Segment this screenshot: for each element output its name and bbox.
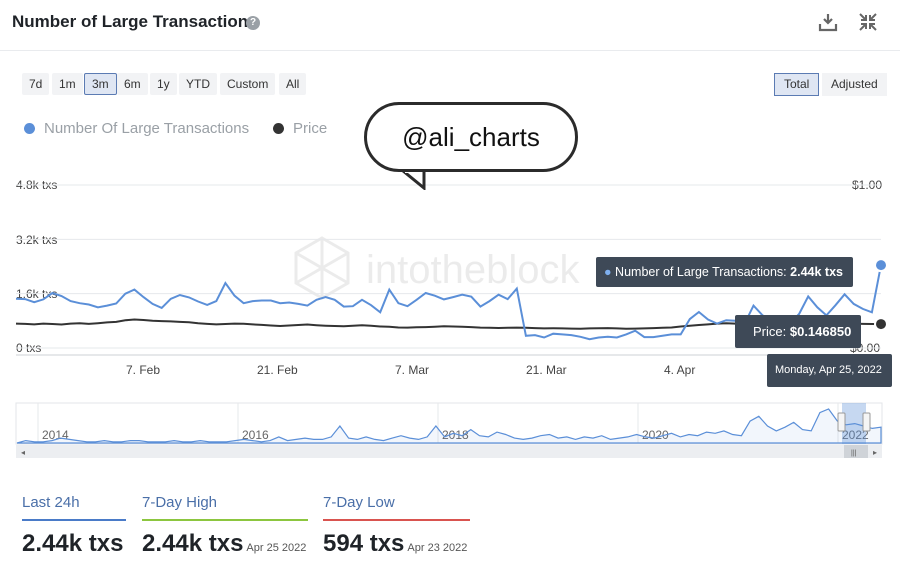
tooltip-series1-label: Number of Large Transactions:: [615, 265, 787, 279]
tooltip-date: Monday, Apr 25, 2022: [767, 354, 892, 387]
stat-date: Apr 25 2022: [246, 542, 307, 554]
navigator-year-label: 2016: [242, 428, 269, 442]
tooltip-series2-label: Price:: [753, 324, 787, 339]
y-tick-label: 3.2k txs: [16, 233, 58, 247]
stat-date: Apr 23 2022: [407, 542, 468, 554]
mode-total-button[interactable]: Total: [774, 73, 820, 96]
range-3m-button[interactable]: 3m: [84, 73, 117, 95]
navigator-year-label: 2020: [642, 428, 669, 442]
legend-dot-blue: [24, 123, 35, 134]
stat-value-text: 2.44k txs: [22, 530, 124, 557]
navigator-year-labels: 20142016201820202022: [42, 428, 869, 442]
range-1y-button[interactable]: 1y: [150, 73, 177, 95]
x-tick-label: 21. Mar: [526, 363, 567, 377]
grid: [16, 184, 881, 356]
navigator-frame: [15, 402, 883, 445]
navigator-year-label: 2022: [842, 428, 869, 442]
scroll-grip-icon: |||: [851, 450, 857, 457]
tooltip-large-tx: ● Number of Large Transactions: 2.44k tx…: [596, 257, 853, 287]
stat-value-text: 594 txs: [323, 530, 405, 557]
stat-7day-high-label: 7-Day High: [142, 494, 218, 511]
stat-7day-low-bar: [323, 519, 470, 521]
x-tick-label: 7. Feb: [126, 363, 161, 377]
scroll-right-icon[interactable]: ▸: [873, 448, 877, 457]
legend-item-price[interactable]: Price: [273, 120, 327, 137]
mode-adjusted-button[interactable]: Adjusted: [822, 73, 887, 96]
range-ytd-button[interactable]: YTD: [179, 73, 217, 95]
page-title: Number of Large Transactions: [12, 12, 258, 31]
legend-label: Price: [293, 120, 328, 137]
stat-last24h-label: Last 24h: [22, 494, 80, 511]
stat-last24h-value: 2.44k txs: [22, 530, 123, 558]
range-custom-button[interactable]: Custom: [220, 73, 276, 95]
range-7d-button[interactable]: 7d: [22, 73, 50, 95]
price-hover-marker: [874, 317, 888, 332]
tooltip-dot: ●: [604, 265, 612, 279]
watermark-text: intotheblock: [366, 248, 580, 292]
legend-item-large-transactions[interactable]: Number Of Large Transactions: [24, 120, 249, 137]
tooltip-price: Price: $0.146850: [735, 315, 862, 348]
x-tick-label: 21. Feb: [257, 363, 298, 377]
navigator-handle-right[interactable]: [862, 412, 871, 432]
annotation-bubble: @ali_charts: [364, 102, 578, 172]
navigator-scrollbar[interactable]: [16, 445, 882, 458]
range-1m-button[interactable]: 1m: [52, 73, 83, 95]
navigator[interactable]: 20142016201820202022 ◂ ▸ |||: [0, 398, 900, 468]
stat-7day-high-bar: [142, 519, 308, 521]
stat-7day-low-value: 594 txs Apr 23 2022: [323, 530, 467, 558]
collapse-icon[interactable]: [858, 12, 878, 32]
x-tick-label: 7. Mar: [395, 363, 430, 377]
navigator-scrollbar-thumb[interactable]: [844, 445, 868, 458]
navigator-series-line: [16, 408, 882, 444]
help-icon[interactable]: ?: [246, 16, 260, 30]
stat-7day-high-value: 2.44k txs Apr 25 2022: [142, 530, 306, 558]
legend-dot-dark: [273, 123, 284, 134]
tooltip-series1-value: 2.44k txs: [790, 265, 843, 279]
navigator-handle-left[interactable]: [837, 412, 846, 432]
watermark: intotheblock: [294, 236, 580, 300]
scroll-left-icon[interactable]: ◂: [21, 448, 25, 457]
stat-value-text: 2.44k txs: [142, 530, 244, 557]
range-all-button[interactable]: All: [279, 73, 307, 95]
chart-header: Number of Large Transactions ?: [0, 0, 900, 51]
annotation-text: @ali_charts: [402, 122, 540, 152]
range-6m-button[interactable]: 6m: [117, 73, 148, 95]
main-chart[interactable]: intotheblock: [0, 0, 900, 400]
x-tick-label: 4. Apr: [664, 363, 696, 377]
large-tx-hover-marker: [874, 258, 888, 273]
navigator-selection[interactable]: [842, 403, 866, 444]
navigator-year-label: 2018: [442, 428, 469, 442]
legend-label: Number Of Large Transactions: [44, 120, 250, 137]
download-icon[interactable]: [818, 12, 838, 32]
tooltip-series2-value: $0.146850: [789, 324, 852, 339]
stat-last24h-bar: [22, 519, 126, 521]
navigator-grid: [37, 403, 839, 444]
stat-7day-low-label: 7-Day Low: [323, 494, 395, 511]
